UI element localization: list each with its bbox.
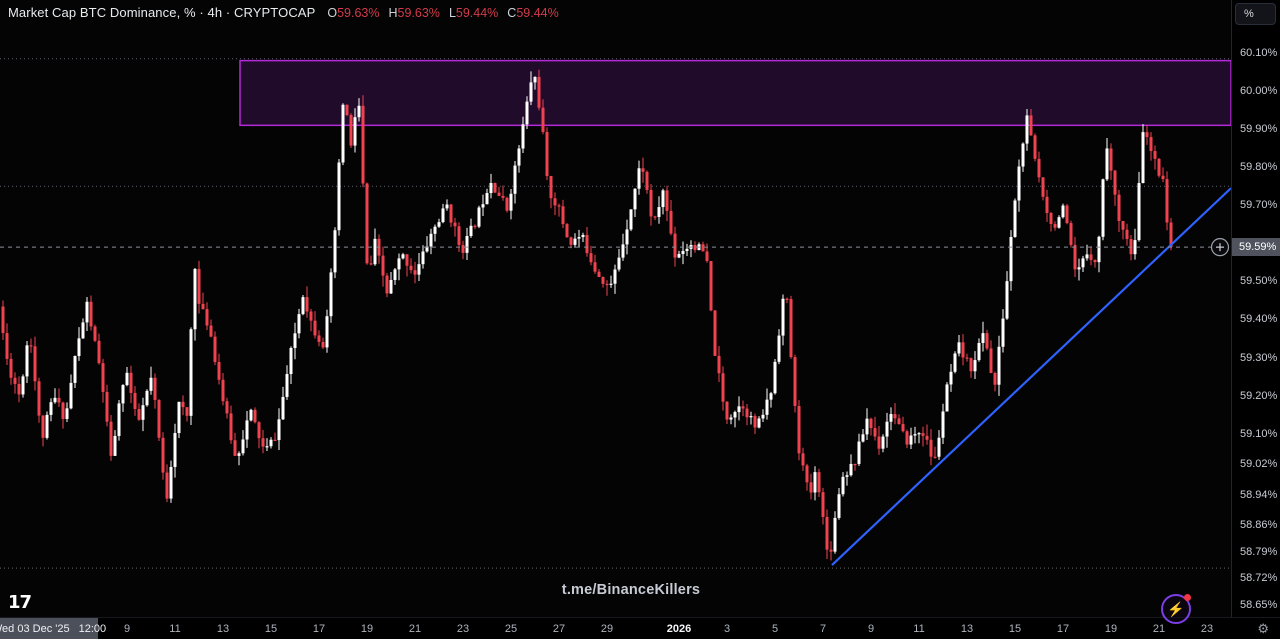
price-tick: 58.72% — [1240, 572, 1278, 585]
time-tick: 19 — [1104, 623, 1118, 635]
time-tick: 17 — [1056, 623, 1070, 635]
price-tick: 59.02% — [1240, 458, 1278, 471]
time-tick: 15 — [264, 623, 278, 635]
crosshair-date-label: Wed 03 Dec '25 12:00 — [0, 618, 106, 639]
percent-scale-button[interactable]: % — [1235, 3, 1276, 25]
time-tick: 21 — [408, 623, 422, 635]
price-tick: 59.80% — [1240, 161, 1278, 174]
time-tick: 9 — [123, 623, 131, 635]
price-tick: 59.50% — [1240, 275, 1278, 288]
trendline-drawing[interactable] — [831, 187, 1231, 566]
time-tick: 19 — [360, 623, 374, 635]
watermark: t.me/BinanceKillers — [561, 582, 701, 598]
time-tick: 15 — [1008, 623, 1022, 635]
time-tick: 7 — [819, 623, 827, 635]
candles-layer — [1, 69, 1173, 561]
time-tick: 13 — [960, 623, 974, 635]
tradingview-logo[interactable]: 17 — [8, 592, 32, 613]
time-tick: 3 — [723, 623, 731, 635]
price-tick: 59.90% — [1240, 123, 1278, 136]
ohlc-h: H 59.63% — [388, 5, 440, 20]
ohlc-o: O 59.63% — [327, 5, 380, 20]
price-axis[interactable]: 60.10% 60.00% 59.90% 59.80% 59.70% 59.50% 59.4… — [1231, 0, 1280, 617]
time-tick: 27 — [552, 623, 566, 635]
price-tick: 60.00% — [1240, 85, 1278, 98]
time-tick: 11 — [913, 623, 925, 635]
time-tick: 11 — [169, 623, 181, 635]
ohlc-l: L 59.44% — [448, 5, 499, 20]
notification-dot — [1184, 594, 1191, 601]
time-tick: 17 — [312, 623, 326, 635]
time-tick: 5 — [771, 623, 779, 635]
time-tick-year: 2026 — [666, 623, 692, 635]
crosshair-time: 12:00 — [78, 623, 107, 635]
price-tick: 59.20% — [1240, 389, 1278, 402]
time-tick: 21 — [1152, 623, 1166, 635]
price-tick: 58.65% — [1240, 599, 1278, 611]
symbol-title[interactable]: Market Cap BTC Dominance, % · 4h · CRYPT… — [8, 5, 316, 20]
time-axis[interactable]: Wed 03 Dec '25 12:00 ⚙ 9 11 13 15 17 19 21 23 25… — [0, 617, 1280, 639]
price-tick: 59.10% — [1240, 427, 1278, 440]
time-tick: 29 — [600, 623, 614, 635]
price-tick: 58.79% — [1240, 545, 1278, 558]
supply-zone-drawing[interactable] — [239, 59, 1231, 127]
time-tick: 25 — [504, 623, 518, 635]
symbol-legend: Market Cap BTC Dominance, % · 4h · CRYPT… — [8, 5, 559, 20]
price-tick: 59.30% — [1240, 351, 1278, 364]
ohlc-readout: O 59.63% H 59.63% L 59.44% C 59.44% — [327, 6, 558, 20]
price-tick: 59.70% — [1240, 199, 1278, 212]
chart-canvas[interactable] — [0, 0, 1231, 617]
crosshair-date: Wed 03 Dec '25 — [0, 623, 70, 635]
current-price-label: 59.59% — [1232, 238, 1280, 257]
time-tick: 13 — [216, 623, 230, 635]
price-tick: 59.40% — [1240, 313, 1278, 326]
lightning-icon: ⚡ — [1167, 601, 1185, 617]
ohlc-c: C 59.44% — [507, 5, 559, 20]
price-tick: 58.86% — [1240, 519, 1278, 532]
boost-button[interactable]: ⚡ — [1161, 594, 1191, 624]
price-tick: 58.94% — [1240, 488, 1278, 501]
gear-icon[interactable]: ⚙ — [1257, 621, 1269, 636]
time-tick: 23 — [456, 623, 470, 635]
time-tick: 23 — [1200, 623, 1214, 635]
time-tick: 9 — [867, 623, 875, 635]
price-tick: 60.10% — [1240, 47, 1278, 59]
